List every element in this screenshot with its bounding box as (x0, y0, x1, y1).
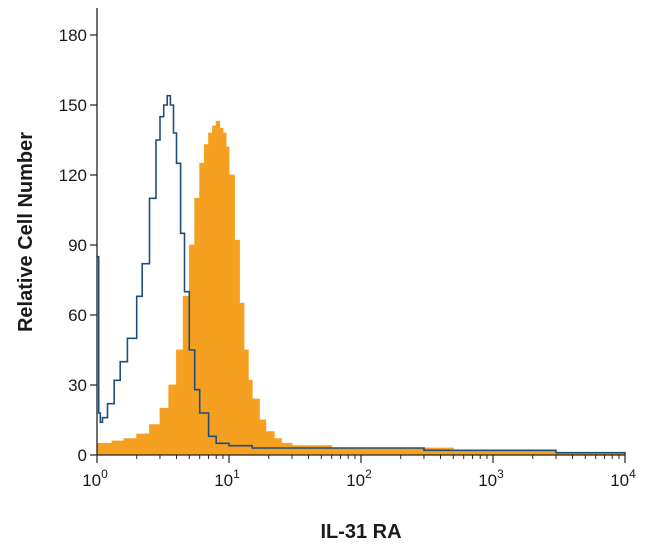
x-tick-label: 101 (214, 467, 240, 490)
x-tick-label: 100 (82, 467, 108, 490)
y-tick-label: 30 (68, 376, 87, 395)
y-axis-title: Relative Cell Number (15, 132, 37, 332)
x-tick-label: 104 (610, 467, 636, 490)
outline-histogram (97, 94, 626, 455)
y-tick-label: 0 (78, 446, 87, 465)
y-tick-label: 60 (68, 306, 87, 325)
y-tick-label: 180 (59, 26, 87, 45)
x-tick-label: 103 (478, 467, 504, 490)
x-axis-title: IL-31 RA (320, 521, 401, 543)
x-tick-label: 102 (346, 467, 372, 490)
y-tick-label: 120 (59, 166, 87, 185)
y-tick-label: 150 (59, 96, 87, 115)
y-tick-label: 90 (68, 236, 87, 255)
filled-histogram (96, 120, 626, 456)
